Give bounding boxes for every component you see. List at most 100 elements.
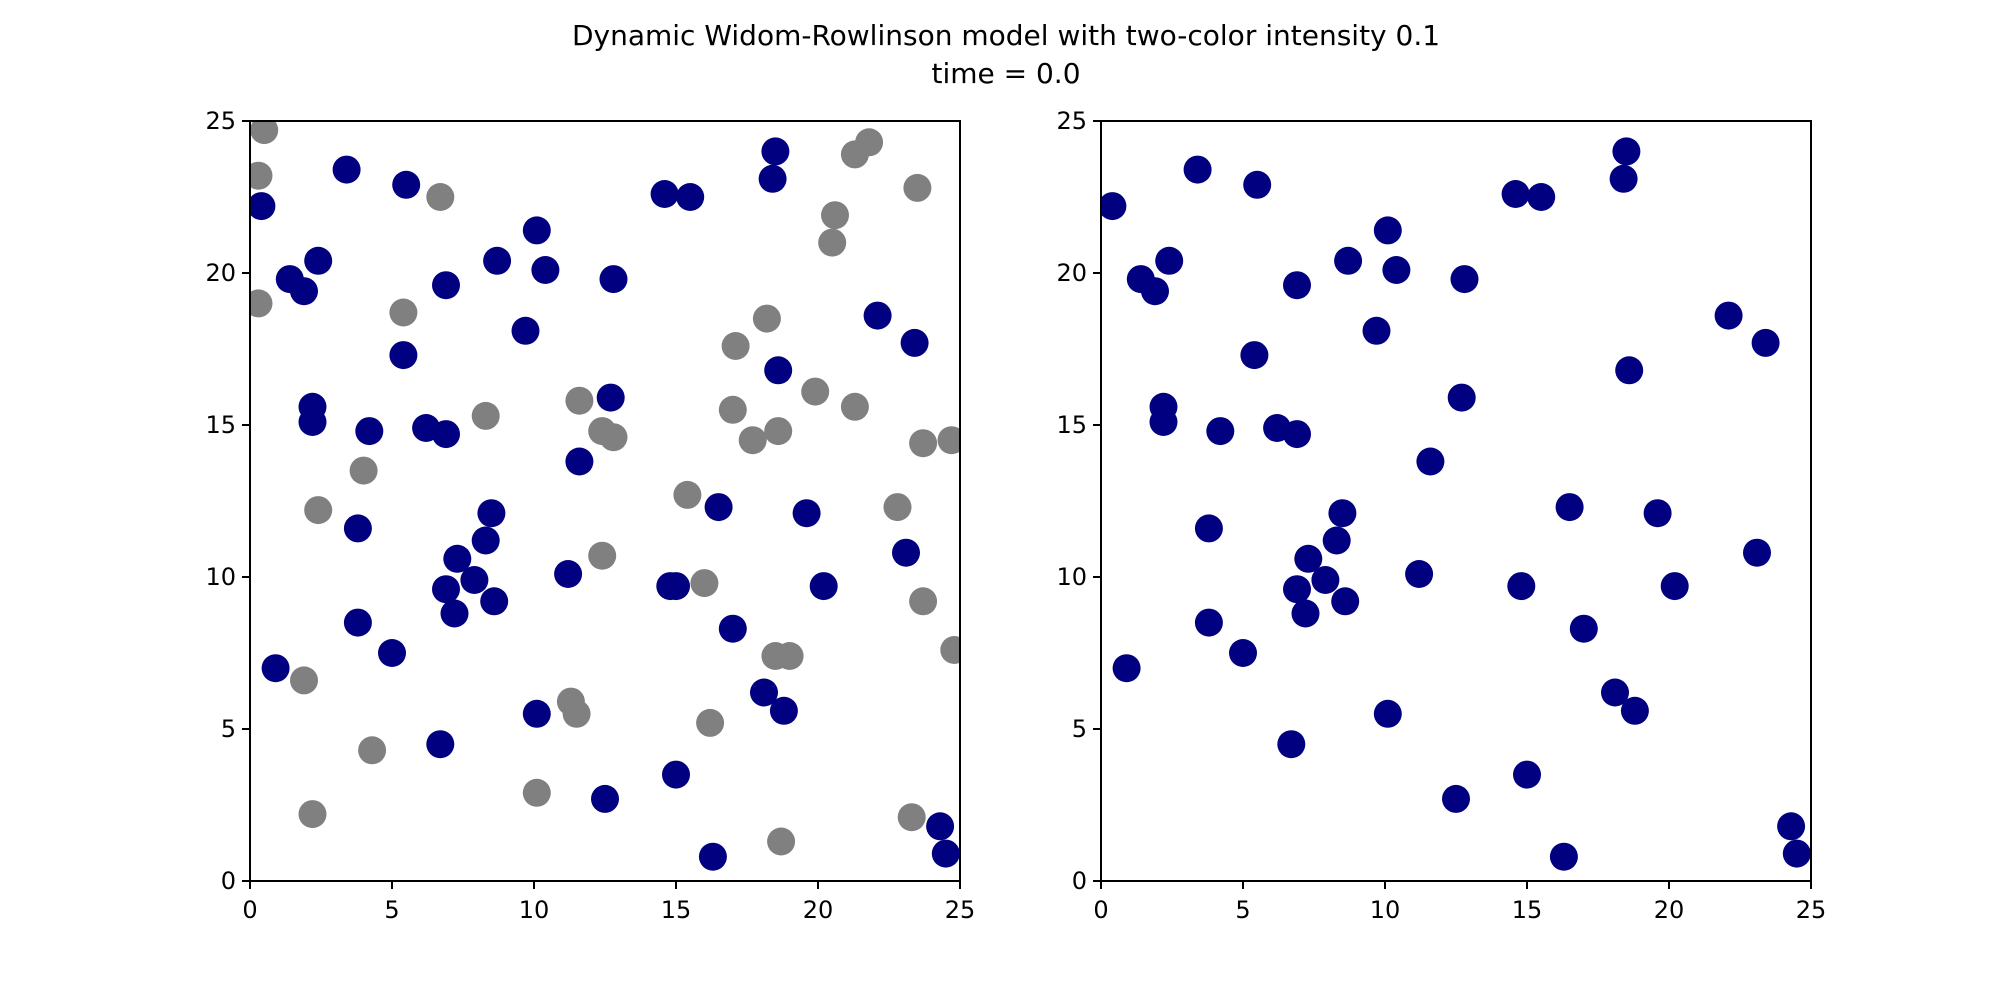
y-tick-label: 10 <box>205 563 236 591</box>
navy-point-34 <box>554 560 583 588</box>
navy-point-54 <box>931 839 960 868</box>
y-tick-label: 0 <box>1072 867 1087 895</box>
navy-point-12 <box>432 420 460 449</box>
navy-point-3 <box>304 246 333 275</box>
navy-point-37 <box>1507 572 1536 601</box>
navy-point-33 <box>565 447 594 476</box>
y-tick-label: 20 <box>205 259 236 287</box>
navy-point-50 <box>863 301 892 330</box>
gray-point-32 <box>818 228 847 257</box>
navy-point-14 <box>1194 608 1223 637</box>
navy-point-18 <box>440 599 469 628</box>
navy-point-7 <box>1283 271 1311 300</box>
x-tick-label: 5 <box>384 896 399 924</box>
gray-point-5 <box>471 401 500 430</box>
x-tick-label: 25 <box>1796 896 1827 924</box>
x-tick-label: 10 <box>1370 896 1401 924</box>
y-tick-label: 10 <box>1056 563 1087 591</box>
points-layer <box>250 121 960 871</box>
navy-point-53 <box>1782 839 1811 868</box>
navy-point-40 <box>1569 614 1598 643</box>
navy-point-31 <box>676 183 705 211</box>
navy-point-43 <box>750 678 778 707</box>
gray-point-4 <box>389 298 418 327</box>
navy-point-50 <box>1751 328 1780 357</box>
gray-point-2 <box>250 289 273 318</box>
gray-point-27 <box>752 304 781 333</box>
gray-point-9 <box>358 736 387 765</box>
navy-point-49 <box>1714 301 1743 330</box>
gray-point-10 <box>298 800 327 829</box>
navy-point-17 <box>1283 575 1311 604</box>
navy-point-6 <box>1240 341 1269 370</box>
navy-point-9 <box>298 408 327 436</box>
navy-point-45 <box>1660 572 1689 601</box>
navy-point-25 <box>1334 246 1363 275</box>
gray-point-13 <box>562 699 591 728</box>
navy-point-19 <box>1294 544 1323 573</box>
gray-point-25 <box>721 332 750 360</box>
gray-point-29 <box>801 377 830 406</box>
gray-point-3 <box>426 183 455 211</box>
navy-point-35 <box>1373 699 1402 728</box>
navy-point-38 <box>662 572 690 601</box>
navy-point-2 <box>1141 277 1169 306</box>
x-tick-label: 20 <box>803 896 834 924</box>
gray-point-37 <box>937 426 960 455</box>
x-tick-label: 5 <box>1235 896 1250 924</box>
gray-point-14 <box>588 541 617 570</box>
navy-point-42 <box>698 842 727 871</box>
navy-point-47 <box>764 356 793 385</box>
gray-point-26 <box>738 426 767 455</box>
gray-point-15 <box>565 386 594 415</box>
gray-point-28 <box>764 417 793 446</box>
navy-point-39 <box>1555 493 1584 522</box>
gray-point-8 <box>290 666 318 695</box>
gray-point-40 <box>940 636 960 664</box>
axes-frame <box>1100 120 1812 882</box>
navy-point-44 <box>1643 499 1672 528</box>
navy-point-4 <box>332 155 361 184</box>
navy-point-49 <box>758 164 787 193</box>
navy-point-31 <box>1527 183 1556 211</box>
gray-point-35 <box>903 173 932 202</box>
gray-point-38 <box>883 493 912 522</box>
navy-point-47 <box>1612 137 1641 166</box>
navy-point-3 <box>1155 246 1184 275</box>
navy-point-48 <box>1609 164 1638 193</box>
gray-point-41 <box>897 803 926 832</box>
navy-point-28 <box>511 316 540 345</box>
navy-point-13 <box>343 514 372 543</box>
gray-point-6 <box>349 456 378 485</box>
navy-point-35 <box>522 699 551 728</box>
navy-point-23 <box>480 587 509 616</box>
navy-point-10 <box>1206 417 1235 446</box>
navy-point-51 <box>1743 538 1771 567</box>
navy-point-24 <box>426 730 455 759</box>
y-tick-label: 0 <box>221 867 236 895</box>
gray-point-31 <box>821 201 849 230</box>
navy-point-27 <box>531 256 560 284</box>
navy-point-16 <box>1229 639 1257 667</box>
y-tick-label: 25 <box>1056 107 1087 135</box>
axes-frame <box>249 120 961 882</box>
navy-point-10 <box>355 417 384 446</box>
navy-point-15 <box>1112 654 1141 683</box>
navy-point-44 <box>769 696 798 725</box>
x-tick-label: 0 <box>242 896 257 924</box>
navy-point-13 <box>1194 514 1223 543</box>
navy-point-0 <box>250 192 276 221</box>
navy-point-46 <box>1615 356 1644 385</box>
navy-point-21 <box>1322 526 1351 555</box>
navy-point-29 <box>599 265 628 294</box>
x-tick-label: 15 <box>1512 896 1543 924</box>
x-tick-label: 10 <box>519 896 550 924</box>
navy-point-12 <box>1283 420 1311 449</box>
gray-point-18 <box>673 480 702 509</box>
navy-point-27 <box>1382 256 1411 284</box>
figure-subtitle-time: time = 0.0 <box>931 57 1080 90</box>
y-tick-label: 25 <box>205 107 236 135</box>
gray-point-17 <box>599 423 628 452</box>
figure-title: Dynamic Widom-Rowlinson model with two-c… <box>572 19 1440 52</box>
